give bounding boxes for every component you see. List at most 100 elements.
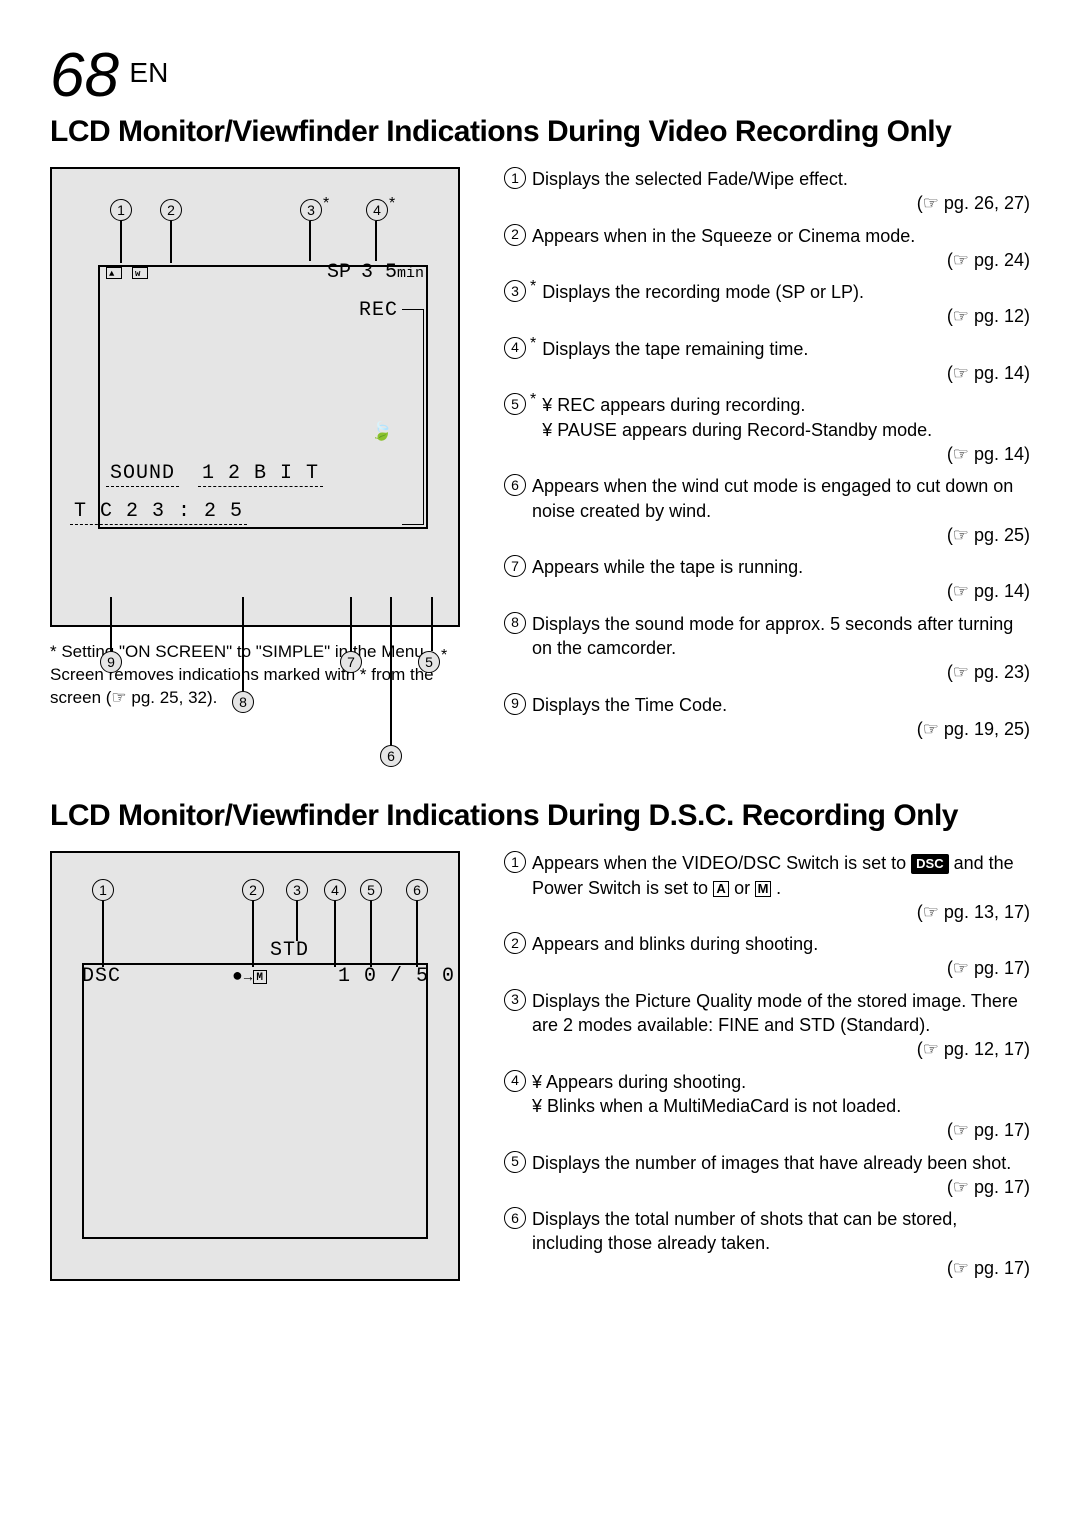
callout-8: 8	[232, 691, 254, 713]
callout-1: 1	[110, 199, 132, 221]
callout2-2: 2	[242, 879, 264, 901]
section1-items: 1 Displays the selected Fade/Wipe effect.…	[504, 167, 1030, 749]
item-number: 2	[504, 224, 526, 246]
page-ref: pg. 24	[532, 248, 1030, 272]
callout-4: 4	[366, 199, 388, 221]
desc-item: 6Appears when the wind cut mode is engag…	[504, 474, 1030, 547]
desc-item: 1 Appears when the VIDEO/DSC Switch is se…	[504, 851, 1030, 924]
item-body: Appears while the tape is running.pg. 14	[532, 555, 1030, 604]
shoot-icon: ●→M	[232, 967, 267, 987]
desc-item: 2Appears and blinks during shooting.pg. …	[504, 932, 1030, 981]
lcd-top-row: ▲ w SP 3 5min	[106, 261, 424, 284]
page-ref: pg. 17	[532, 1175, 1030, 1199]
callout-9: 9	[100, 651, 122, 673]
item-body: Displays the sound mode for approx. 5 se…	[532, 612, 1030, 685]
rec-label: REC	[359, 299, 398, 322]
page-lang: EN	[129, 57, 168, 88]
desc-item: 8 Displays the sound mode for approx. 5 s…	[504, 612, 1030, 685]
item-body: Displays the Picture Quality mode of the…	[532, 989, 1030, 1062]
desc-item: 3*Displays the recording mode (SP or LP)…	[504, 280, 1030, 329]
fade-icon: ▲	[106, 267, 122, 279]
page-ref: pg. 14	[542, 361, 1030, 385]
item-body: Displays the number of images that have …	[532, 1151, 1030, 1200]
cinema-icon: w	[132, 267, 148, 279]
desc-item: 4Appears during shooting.Blinks when a M…	[504, 1070, 1030, 1143]
section2-title: LCD Monitor/Viewfinder Indications Durin…	[50, 799, 1030, 833]
star-icon: *	[323, 195, 329, 213]
desc-item: 2 Appears when in the Squeeze or Cinema m…	[504, 224, 1030, 273]
item-body: REC appears during recording.PAUSE appea…	[542, 393, 1030, 466]
tape-unit: min	[397, 265, 424, 282]
item-number: 8	[504, 612, 526, 634]
desc-item: 7 Appears while the tape is running.pg. 1…	[504, 555, 1030, 604]
page-ref: pg. 17	[532, 1118, 1030, 1142]
desc-item: 3Displays the Picture Quality mode of th…	[504, 989, 1030, 1062]
star-icon: *	[530, 389, 536, 466]
callout2-3: 3	[286, 879, 308, 901]
timecode-label: T C 2 3 : 2 5	[70, 499, 247, 525]
callout2-6: 6	[406, 879, 428, 901]
page-number: 68	[50, 41, 119, 110]
lcd-diagram-2: 1 2 3 4 5 6 STD DSC ●→M 1 0 / 5 0	[50, 851, 460, 1281]
star-icon: *	[389, 195, 395, 213]
item-body: Displays the recording mode (SP or LP).p…	[542, 280, 1030, 329]
desc-item: 6 Displays the total number of shots that…	[504, 1207, 1030, 1280]
page-ref: pg. 23	[532, 660, 1030, 684]
page-ref: pg. 26, 27	[532, 191, 1030, 215]
section2-left: 1 2 3 4 5 6 STD DSC ●→M 1 0 / 5 0	[50, 851, 480, 1288]
section1: 1 2 3* 4*	[50, 167, 1030, 749]
item-number: 6	[504, 1207, 526, 1229]
rec-bracket	[402, 309, 424, 525]
item-body: Appears when the wind cut mode is engage…	[532, 474, 1030, 547]
callout-2: 2	[160, 199, 182, 221]
item-number: 5	[504, 393, 526, 415]
lcd-diagram-1: 1 2 3* 4*	[50, 167, 460, 627]
item-number: 3	[504, 280, 526, 302]
page-ref: pg. 19, 25	[532, 717, 1030, 741]
star-icon: *	[530, 333, 536, 386]
item-body: Displays the Time Code.pg. 19, 25	[532, 693, 1030, 742]
callout2-4: 4	[324, 879, 346, 901]
callout-6: 6	[380, 745, 402, 767]
page-ref: pg. 17	[532, 956, 1030, 980]
desc-item: 5 Displays the number of images that have…	[504, 1151, 1030, 1200]
page-ref: pg. 12	[542, 304, 1030, 328]
item-number: 1	[504, 167, 526, 189]
shot-count: 1 0 / 5 0	[338, 965, 455, 988]
page-ref: pg. 25	[532, 523, 1030, 547]
item-body: Displays the selected Fade/Wipe effect.p…	[532, 167, 1030, 216]
item-body: Appears when in the Squeeze or Cinema mo…	[532, 224, 1030, 273]
page-ref: pg. 13, 17	[532, 900, 1030, 924]
item-body: Appears and blinks during shooting.pg. 1…	[532, 932, 1030, 981]
item-body: Displays the tape remaining time.pg. 14	[542, 337, 1030, 386]
section2-items: 1 Appears when the VIDEO/DSC Switch is se…	[504, 851, 1030, 1288]
tape-remaining: 3 5	[361, 261, 397, 284]
page-ref: pg. 17	[532, 1256, 1030, 1280]
item-number: 4	[504, 337, 526, 359]
star-icon: *	[530, 276, 536, 329]
callout-7: 7	[340, 651, 362, 673]
wind-icon: 🍃	[371, 421, 394, 443]
dsc-row: DSC	[82, 965, 121, 988]
item-body: Appears when the VIDEO/DSC Switch is set…	[532, 851, 1030, 924]
std-label: STD	[270, 939, 309, 962]
lcd-inner-frame-2	[82, 963, 428, 1239]
desc-item: 1 Displays the selected Fade/Wipe effect.…	[504, 167, 1030, 216]
page-header: 68 EN	[50, 40, 1030, 111]
item-number: 7	[504, 555, 526, 577]
item-body: Displays the total number of shots that …	[532, 1207, 1030, 1280]
callout-3: 3	[300, 199, 322, 221]
item-number: 9	[504, 693, 526, 715]
desc-item: 4*Displays the tape remaining time.pg. 1…	[504, 337, 1030, 386]
item-number: 1	[504, 851, 526, 873]
item-number: 5	[504, 1151, 526, 1173]
callout2-1: 1	[92, 879, 114, 901]
sound-label: SOUND 1 2 B I T	[106, 461, 323, 487]
item-number: 4	[504, 1070, 526, 1092]
desc-item: 9 Displays the Time Code.pg. 19, 25	[504, 693, 1030, 742]
desc-item: 5*REC appears during recording.PAUSE app…	[504, 393, 1030, 466]
section1-title: LCD Monitor/Viewfinder Indications Durin…	[50, 115, 1030, 149]
page-ref: pg. 12, 17	[532, 1037, 1030, 1061]
star-icon: *	[441, 647, 447, 669]
rec-mode: SP	[327, 261, 351, 284]
